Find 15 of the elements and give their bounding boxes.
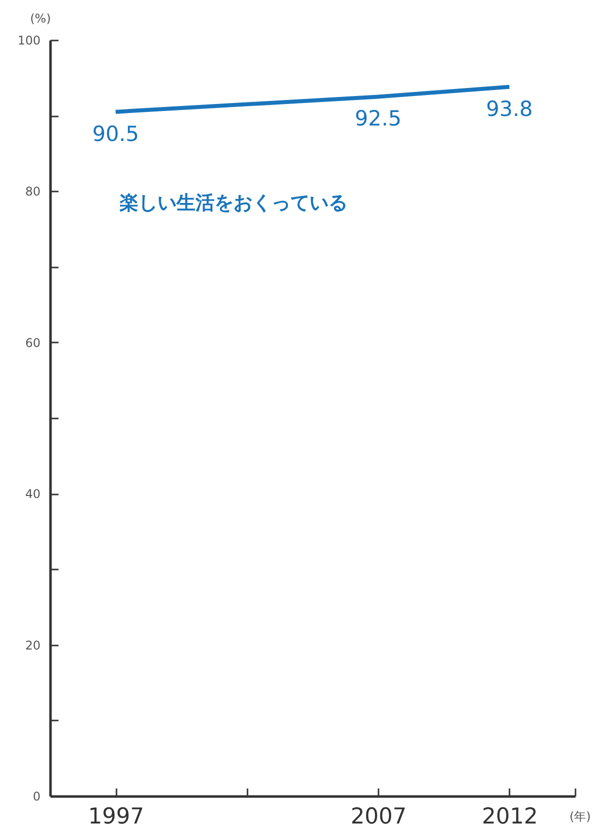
y-axis-title: (%): [30, 12, 51, 26]
y-tick-label: 0: [32, 790, 40, 804]
y-tick-label: 40: [25, 487, 40, 502]
x-tick-label: 2007: [350, 804, 407, 828]
y-tick-label: 20: [25, 638, 40, 652]
x-tick-label: 1997: [88, 804, 144, 828]
y-tick-label: 80: [25, 184, 40, 199]
data-label: 93.8: [486, 96, 533, 121]
data-label: 92.5: [354, 106, 402, 131]
y-tick-label: 60: [25, 336, 40, 350]
x-axis-title: (年): [570, 810, 591, 824]
x-tick-label: 2012: [482, 804, 538, 828]
y-tick-label: 100: [18, 34, 40, 48]
text: 楽しい生活をおくっている: [118, 192, 348, 214]
data-label: 90.5: [92, 122, 140, 146]
